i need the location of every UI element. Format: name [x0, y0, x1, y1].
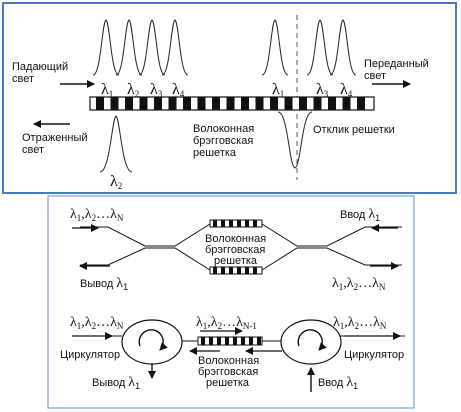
- grating-bar: [245, 267, 249, 274]
- top-grating-label-2: брэгговская: [193, 135, 253, 147]
- grating-bar: [213, 267, 217, 274]
- grating-bar: [212, 97, 220, 110]
- mz-out-label: Вывод λ1: [80, 276, 128, 292]
- grating-bar: [225, 337, 229, 345]
- mz-grating-label-3: решетка: [214, 255, 258, 267]
- transmitted-label-2: свет: [364, 70, 386, 82]
- top-grating-label-1: Волоконная: [193, 123, 254, 135]
- grating-bar: [140, 97, 148, 110]
- grating-bar: [249, 337, 253, 345]
- grating-bar: [227, 97, 235, 110]
- grating-bar: [241, 97, 249, 110]
- circulator-right-body: [281, 320, 341, 364]
- grating-bar: [314, 97, 322, 110]
- grating-bar: [201, 337, 205, 345]
- top-grating-label-3: решетка: [193, 147, 237, 159]
- grating-bar: [256, 97, 264, 110]
- grating-bar: [237, 267, 241, 274]
- grating-bar: [257, 337, 261, 345]
- grating-bar: [328, 97, 336, 110]
- grating-bar: [221, 267, 225, 274]
- incident-label-1: Падающий: [12, 61, 68, 73]
- grating-bar: [285, 97, 293, 110]
- grating-bar: [229, 267, 233, 274]
- incident-label-2: свет: [12, 73, 34, 85]
- circ-add-label: Ввод λ1: [318, 375, 358, 391]
- reflected-label-2: свет: [22, 144, 44, 156]
- transmitted-label-1: Переданный: [364, 58, 429, 70]
- grating-bar: [245, 220, 249, 227]
- grating-bar: [233, 337, 237, 345]
- grating-bar: [213, 220, 217, 227]
- grating-bar: [241, 337, 245, 345]
- circulator-right-label: Циркулятор: [344, 349, 404, 361]
- grating-bar: [357, 97, 365, 110]
- grating-bar: [169, 97, 177, 110]
- response-label: Отклик решетки: [313, 124, 395, 136]
- mz-in-label: Ввод λ1: [340, 207, 380, 223]
- circ-drop-label: Вывод λ1: [92, 375, 140, 391]
- grating-bar: [96, 97, 104, 110]
- grating-bar: [237, 220, 241, 227]
- grating-bar: [270, 97, 278, 110]
- grating-bar: [253, 220, 257, 227]
- circulator-left-body: [122, 320, 182, 364]
- grating-bar: [253, 267, 257, 274]
- grating-bar: [198, 97, 206, 110]
- reflected-label-1: Отраженный: [22, 132, 88, 144]
- grating-bar: [125, 97, 133, 110]
- circulator-left-label: Циркулятор: [60, 349, 120, 361]
- grating-bar: [229, 220, 233, 227]
- circ-grating-label-3: решетка: [206, 377, 250, 389]
- grating-bar: [217, 337, 221, 345]
- grating-bar: [209, 337, 213, 345]
- grating-bar: [221, 220, 225, 227]
- grating-bar: [299, 97, 307, 110]
